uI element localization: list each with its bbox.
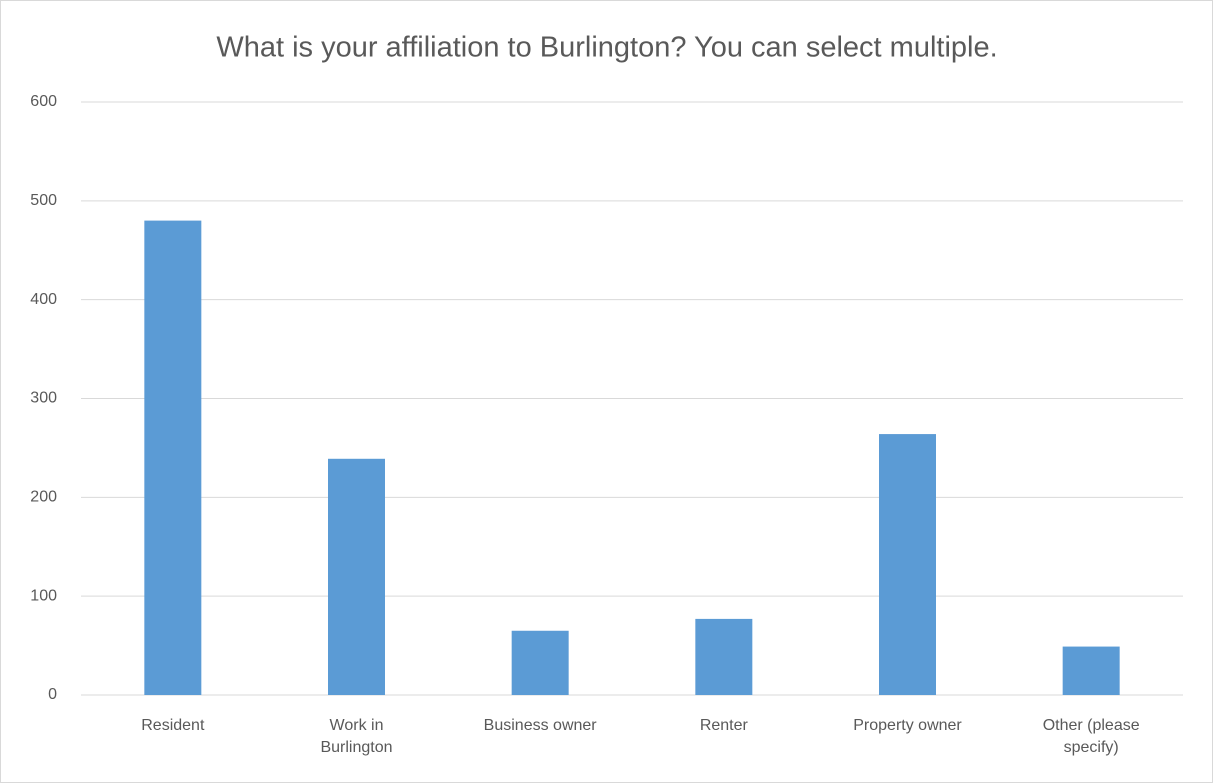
x-tick-label: Other (please specify) bbox=[1042, 717, 1140, 756]
y-tick-label: 500 bbox=[30, 192, 57, 209]
y-tick-label: 600 bbox=[30, 93, 57, 110]
bar bbox=[1062, 646, 1120, 695]
bar bbox=[879, 434, 936, 695]
x-tick-label: Renter bbox=[699, 717, 748, 734]
x-tick-label: Property owner bbox=[853, 717, 962, 734]
bar bbox=[144, 220, 202, 695]
y-tick-label: 100 bbox=[30, 587, 57, 604]
bar bbox=[328, 458, 385, 695]
y-tick-label: 300 bbox=[30, 390, 57, 407]
y-tick-label: 200 bbox=[30, 489, 57, 506]
x-tick-label: Work in Burlington bbox=[320, 717, 393, 756]
bar bbox=[695, 618, 753, 695]
bar bbox=[511, 630, 569, 695]
chart-title: What is your affiliation to Burlington? … bbox=[216, 32, 997, 64]
x-tick-label: Business owner bbox=[483, 717, 597, 734]
y-tick-label: 400 bbox=[30, 291, 57, 308]
y-tick-label: 0 bbox=[48, 686, 57, 703]
x-tick-label: Resident bbox=[141, 717, 205, 734]
